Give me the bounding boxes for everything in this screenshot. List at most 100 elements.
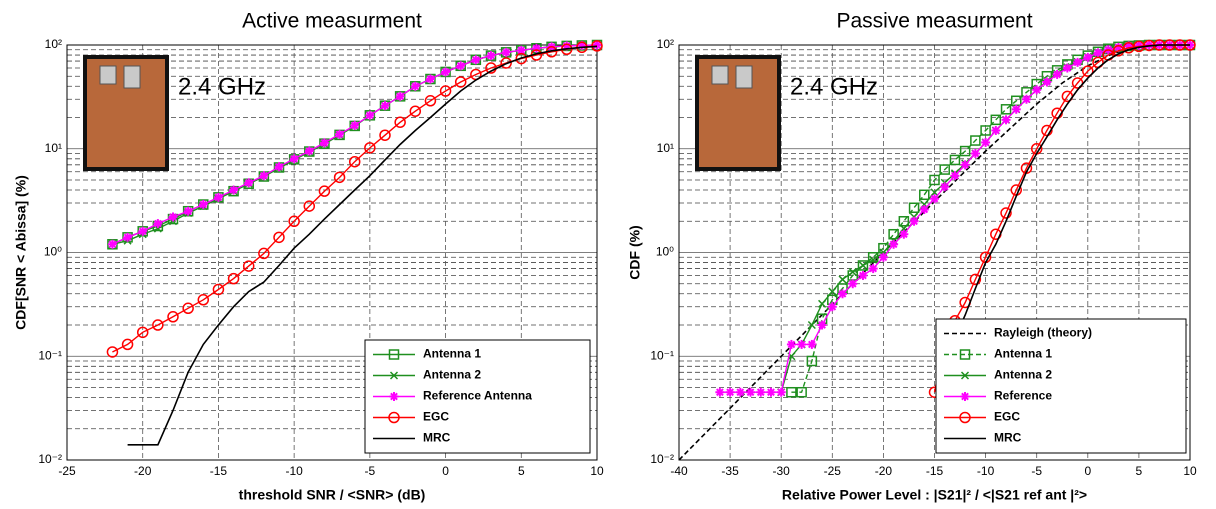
marker-stroke	[879, 253, 888, 262]
marker	[1021, 94, 1031, 104]
marker	[136, 326, 149, 339]
marker	[380, 101, 390, 111]
marker-stroke	[154, 219, 162, 228]
marker	[425, 74, 435, 84]
legend-label: Rayleigh (theory)	[994, 326, 1092, 340]
marker-stroke	[169, 213, 177, 221]
marker	[868, 264, 878, 274]
marker	[333, 171, 346, 184]
marker	[273, 231, 285, 244]
marker-stroke	[971, 149, 980, 158]
marker	[500, 57, 512, 69]
marker	[888, 228, 899, 240]
marker	[980, 125, 991, 136]
marker-stroke	[787, 340, 796, 349]
marker-stroke	[275, 162, 283, 171]
marker	[123, 232, 133, 242]
marker	[981, 137, 991, 147]
marker-stroke	[517, 46, 526, 55]
marker-stroke	[716, 388, 724, 397]
legend-box	[935, 318, 1187, 454]
marker	[899, 229, 909, 239]
marker	[898, 216, 910, 227]
legend-label: Reference Antenna	[423, 389, 532, 403]
marker	[919, 204, 929, 214]
x-tick-label: 0	[442, 464, 449, 478]
x-tick-label: 10	[590, 464, 604, 478]
marker-stroke	[123, 233, 132, 242]
marker	[857, 260, 869, 271]
marker	[838, 289, 848, 299]
marker-stroke	[889, 240, 898, 249]
marker	[1052, 69, 1062, 79]
marker	[960, 392, 970, 401]
marker-stroke	[350, 121, 359, 130]
marker	[213, 192, 223, 202]
marker	[970, 135, 981, 146]
marker	[858, 261, 867, 270]
marker	[1082, 65, 1094, 77]
marker-stroke	[320, 138, 329, 147]
marker	[991, 125, 1001, 135]
marker-stroke	[199, 200, 208, 209]
marker	[389, 392, 399, 401]
x-tick-label: -5	[1031, 464, 1042, 478]
marker	[388, 349, 400, 360]
chart-panel: 10⁻² 10⁻¹ 10⁰ 10¹ 10² -40 -35 -30 -25 -20 -15 -10 -5…	[627, 10, 1197, 503]
y-axis-label: CDF (%)	[627, 225, 643, 279]
marker-stroke	[859, 271, 867, 280]
marker-stroke	[260, 171, 268, 180]
marker	[797, 339, 807, 349]
x-tick-label: 10	[1183, 464, 1197, 478]
marker	[410, 81, 420, 91]
marker	[138, 226, 148, 236]
marker-stroke	[961, 160, 970, 169]
x-tick-label: 5	[518, 464, 525, 478]
marker-stroke	[214, 193, 223, 202]
marker	[1000, 104, 1012, 115]
marker-stroke	[108, 240, 117, 249]
marker-stroke	[396, 92, 404, 101]
marker	[848, 267, 857, 276]
marker	[807, 320, 816, 330]
marker	[106, 346, 119, 358]
marker	[153, 219, 163, 229]
marker-stroke	[858, 261, 867, 270]
marker	[949, 154, 961, 166]
marker-stroke	[1053, 70, 1061, 79]
marker-stroke	[1022, 95, 1031, 104]
marker-stroke	[818, 321, 826, 329]
y-tick-label: 10⁻²	[650, 452, 674, 466]
marker	[592, 40, 602, 50]
marker	[725, 387, 735, 397]
marker-stroke	[366, 111, 374, 120]
x-tick-label: -25	[58, 464, 76, 478]
y-tick-label: 10⁻²	[38, 452, 62, 466]
marker	[424, 95, 437, 107]
x-tick-label: -30	[773, 464, 791, 478]
marker-stroke	[1073, 58, 1082, 67]
x-tick-label: -25	[824, 464, 842, 478]
marker-stroke	[828, 287, 837, 296]
marker-stroke	[828, 302, 837, 311]
marker	[818, 299, 827, 308]
series-line	[127, 45, 598, 446]
y-tick-label: 10⁻¹	[38, 348, 62, 362]
marker	[919, 189, 930, 201]
legend-label: MRC	[423, 431, 451, 445]
legend-label: Antenna 1	[423, 347, 481, 361]
marker-stroke	[797, 340, 806, 349]
x-tick-label: -5	[365, 464, 376, 478]
marker-stroke	[562, 42, 571, 50]
marker	[348, 155, 361, 168]
marker	[227, 272, 240, 285]
series	[715, 40, 1195, 397]
legend-label: Antenna 2	[994, 368, 1052, 382]
marker	[969, 273, 982, 286]
chart-title: Active measurment	[242, 10, 422, 33]
marker-stroke	[502, 48, 510, 57]
marker	[167, 311, 179, 323]
marker	[1112, 45, 1125, 57]
x-tick-label: -10	[977, 464, 995, 478]
marker	[908, 202, 920, 213]
